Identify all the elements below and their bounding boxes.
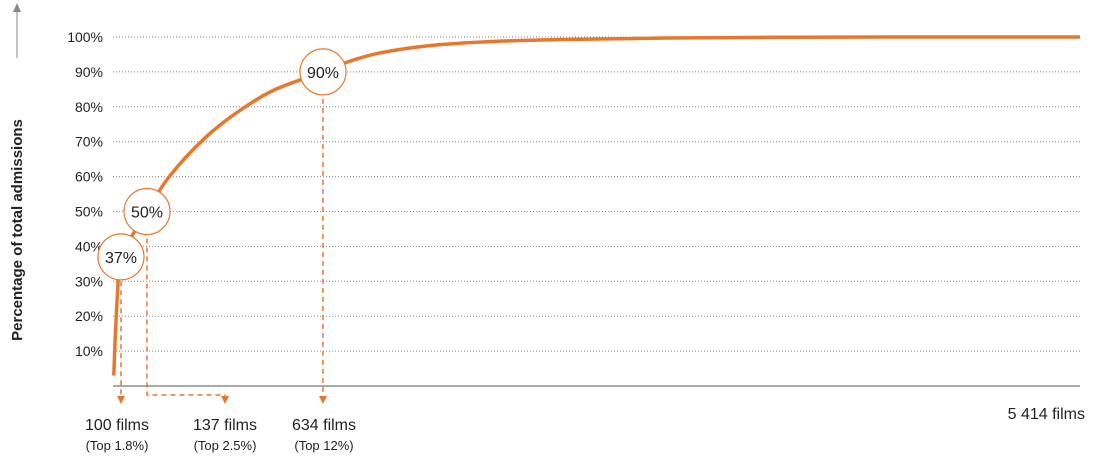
- x-annotation: 137 films (Top 2.5%): [193, 417, 257, 453]
- leader-arrow: [221, 396, 229, 404]
- y-tick-label: 40%: [75, 238, 103, 254]
- callout-circle: [123, 187, 171, 236]
- films-share-label: (Top 2.5%): [194, 438, 257, 453]
- leader-arrow: [319, 396, 327, 404]
- y-tick-label: 30%: [75, 273, 103, 289]
- callout-90-pct: 90%: [299, 48, 347, 96]
- leader-line: [146, 211, 226, 396]
- y-tick-label: 70%: [75, 134, 103, 150]
- callout-37-pct: 37%: [97, 233, 145, 281]
- callout-50-pct: 50%: [123, 187, 171, 236]
- films-count-label: 634 films: [292, 417, 356, 434]
- leader-lines: [117, 71, 327, 404]
- x-annotations: 100 films (Top 1.8%) 137 films (Top 2.5%) 63…: [85, 417, 356, 453]
- films-count-label: 137 films: [193, 417, 257, 434]
- y-tick-label: 50%: [75, 204, 103, 220]
- y-tick-label: 20%: [75, 308, 103, 324]
- end-label: 5 414 films: [1008, 406, 1085, 423]
- callout-label: 50%: [131, 205, 163, 222]
- films-share-label: (Top 1.8%): [86, 438, 149, 453]
- x-annotation: 634 films (Top 12%): [292, 417, 356, 453]
- series-line-admissions: [112, 35, 1081, 376]
- callout-label: 37%: [105, 250, 137, 267]
- y-tick-label: 10%: [75, 343, 103, 359]
- y-tick-label: 80%: [75, 99, 103, 115]
- callout-circle: [97, 233, 145, 281]
- y-tick-label: 60%: [75, 169, 103, 185]
- callouts: 37% 50% 90%: [97, 48, 347, 281]
- grid-lines: [113, 36, 1080, 352]
- y-tick-label: 90%: [75, 64, 103, 80]
- films-count-label: 100 films: [85, 417, 149, 434]
- leader-arrow: [117, 396, 125, 404]
- x-annotation: 100 films (Top 1.8%): [85, 417, 149, 453]
- films-share-label: (Top 12%): [294, 438, 353, 453]
- callout-label: 90%: [307, 65, 339, 82]
- callout-circle: [299, 48, 347, 96]
- y-axis-label: Percentage of total admissions: [9, 119, 26, 341]
- y-tick-label: 100%: [67, 29, 103, 45]
- y-axis-arrow: [13, 3, 21, 58]
- y-tick-labels: 10% 20% 30% 40% 50% 60% 70% 80% 90% 100%: [67, 29, 103, 359]
